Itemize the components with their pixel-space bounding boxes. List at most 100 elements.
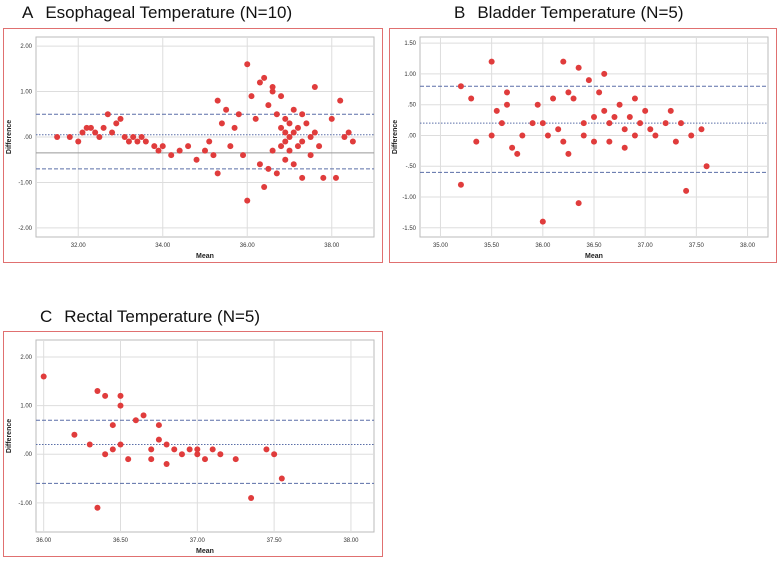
data-point xyxy=(194,451,201,458)
data-point xyxy=(621,144,628,151)
data-point xyxy=(206,138,213,145)
data-point xyxy=(575,64,582,71)
data-point xyxy=(504,101,510,108)
data-point xyxy=(265,165,272,172)
data-point xyxy=(40,373,47,380)
data-point xyxy=(282,156,289,163)
data-point xyxy=(256,161,263,168)
data-point xyxy=(261,184,268,190)
data-point xyxy=(282,138,289,145)
data-point xyxy=(273,111,280,118)
y-axis-label: Difference xyxy=(392,120,399,154)
data-point xyxy=(132,417,139,424)
x-tick-label: 38.00 xyxy=(740,243,756,249)
data-point xyxy=(560,58,567,65)
data-point xyxy=(580,132,587,139)
data-point xyxy=(278,475,285,482)
data-point xyxy=(265,102,272,109)
data-point xyxy=(193,156,200,163)
data-point xyxy=(217,451,224,458)
data-point xyxy=(278,124,285,131)
data-point xyxy=(307,152,314,159)
data-point xyxy=(240,152,247,159)
data-point xyxy=(286,120,293,127)
data-point xyxy=(688,132,695,139)
data-point xyxy=(269,84,276,90)
data-point xyxy=(282,115,289,122)
data-point xyxy=(294,124,301,131)
panel-a-title: A Esophageal Temperature (N=10) xyxy=(22,3,292,23)
panel-c-title-text: Rectal Temperature (N=5) xyxy=(64,307,261,326)
x-tick-label: 37.50 xyxy=(689,243,705,249)
data-point xyxy=(457,181,464,188)
data-point xyxy=(86,441,93,448)
y-tick-label: 1.00 xyxy=(20,90,32,96)
data-point xyxy=(261,74,268,81)
data-point xyxy=(125,456,132,463)
data-point xyxy=(299,174,306,181)
data-point xyxy=(290,161,297,168)
data-point xyxy=(96,134,103,140)
data-point xyxy=(79,129,86,136)
plot-area xyxy=(35,339,375,533)
data-point xyxy=(652,132,659,139)
y-tick-label: 1.00 xyxy=(404,72,416,78)
data-point xyxy=(155,147,162,154)
data-point xyxy=(286,134,293,140)
x-tick-label: 34.00 xyxy=(155,243,171,249)
data-point xyxy=(269,147,276,154)
y-axis-label: Difference xyxy=(6,120,13,154)
data-point xyxy=(575,200,582,207)
data-point xyxy=(468,95,475,102)
panel-c-title: C Rectal Temperature (N=5) xyxy=(40,307,260,327)
data-point xyxy=(311,84,318,90)
data-point xyxy=(140,412,147,419)
y-tick-label: 1.00 xyxy=(20,404,32,410)
data-point xyxy=(94,388,101,395)
panel-a-title-text: Esophageal Temperature (N=10) xyxy=(45,3,293,22)
data-point xyxy=(320,174,327,181)
data-point xyxy=(117,392,124,399)
data-point xyxy=(214,97,221,104)
y-tick-label: -2.00 xyxy=(18,226,32,232)
data-point xyxy=(125,138,132,145)
data-point xyxy=(473,138,480,145)
data-point xyxy=(273,170,280,177)
x-axis-label: Mean xyxy=(196,548,214,555)
data-point xyxy=(130,134,137,140)
data-point xyxy=(596,89,603,96)
data-point xyxy=(616,101,623,108)
x-tick-label: 32.00 xyxy=(71,243,87,249)
data-point xyxy=(529,120,536,127)
data-point xyxy=(509,144,516,151)
data-point xyxy=(142,138,149,145)
data-point xyxy=(83,124,90,131)
data-point xyxy=(580,120,587,127)
data-point xyxy=(678,120,684,127)
data-point xyxy=(316,143,323,150)
data-point xyxy=(159,143,166,150)
chart-b-svg: 35.00 35.50 36.00 36.50 37.00 37.50 38.00 1.50 1… xyxy=(392,36,769,260)
data-point xyxy=(151,143,158,150)
y-tick-label: 2.00 xyxy=(20,44,32,50)
data-point xyxy=(109,422,116,429)
data-point xyxy=(109,446,116,453)
data-point xyxy=(667,107,674,114)
data-point xyxy=(186,446,193,453)
data-point xyxy=(493,107,500,114)
data-point xyxy=(328,115,335,122)
y-tick-label: -.50 xyxy=(406,164,417,170)
data-point xyxy=(163,441,170,448)
data-point xyxy=(550,95,557,102)
data-point xyxy=(271,451,278,458)
x-axis-label: Mean xyxy=(585,253,603,260)
data-point xyxy=(248,93,255,100)
data-point xyxy=(278,143,285,150)
data-point xyxy=(345,129,352,136)
y-axis-label: Difference xyxy=(6,419,13,453)
data-point xyxy=(698,126,705,133)
data-point xyxy=(113,120,120,127)
data-point xyxy=(591,114,597,120)
data-point xyxy=(148,446,155,453)
y-tick-label: .00 xyxy=(24,135,33,141)
